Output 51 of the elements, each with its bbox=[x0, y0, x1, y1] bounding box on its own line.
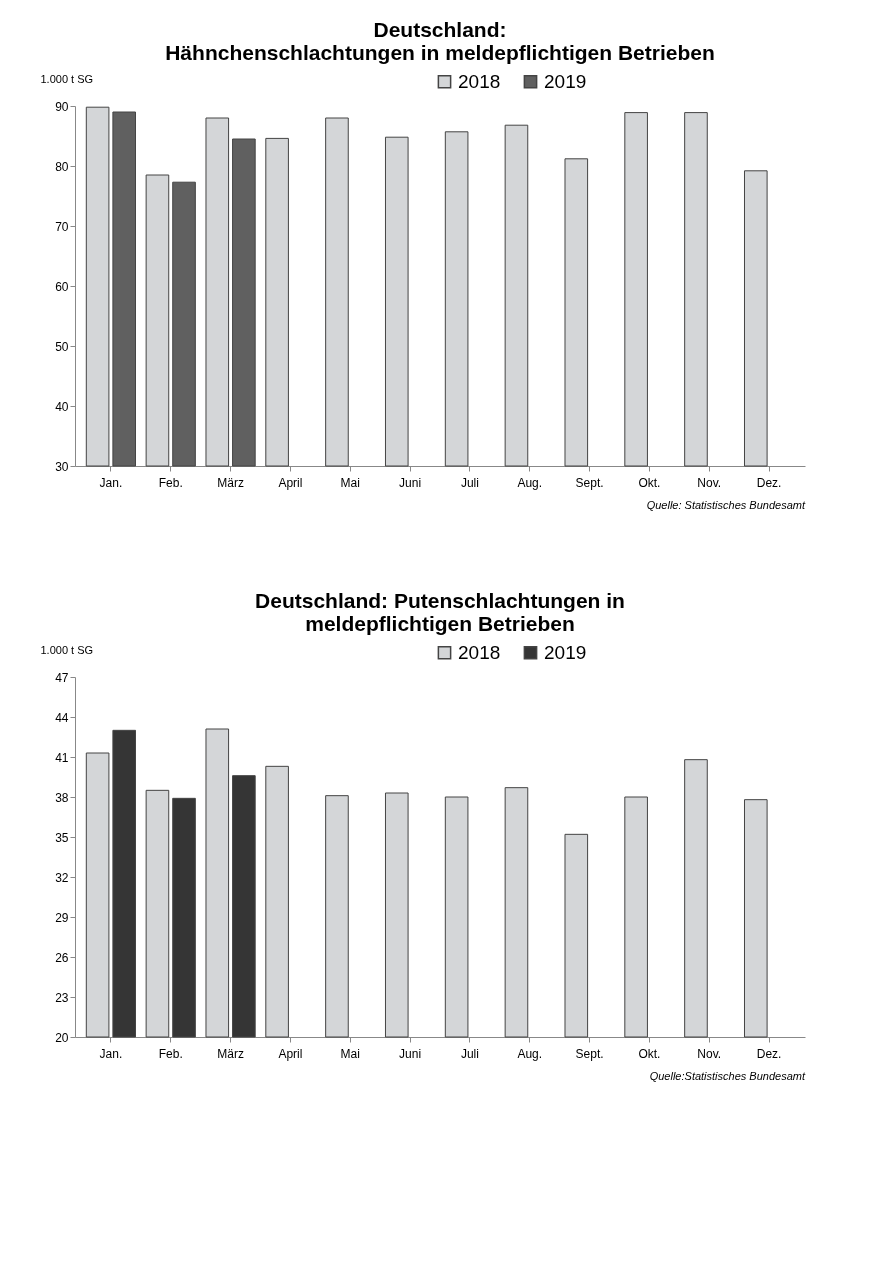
x-tick-label: Sept. bbox=[575, 475, 604, 490]
legend-label: 2019 bbox=[544, 641, 587, 663]
y-tick-label: 44 bbox=[55, 710, 69, 725]
y-tick-label: 60 bbox=[55, 279, 69, 294]
legend-label: 2018 bbox=[458, 70, 501, 92]
y-tick-label: 50 bbox=[55, 339, 69, 354]
x-tick-label: März bbox=[217, 1046, 244, 1061]
y-tick-label: 90 bbox=[55, 99, 69, 114]
y-tick-label: 35 bbox=[55, 830, 69, 845]
y-tick-label: 80 bbox=[55, 159, 69, 174]
y-tick-label: 26 bbox=[55, 950, 69, 965]
x-tick-label: Feb. bbox=[158, 1046, 183, 1061]
x-tick-label: März bbox=[217, 475, 244, 490]
x-tick-label: Jan. bbox=[99, 475, 123, 490]
source-note: Quelle:Statistisches Bundesamt bbox=[649, 1070, 806, 1082]
x-tick-label: Mai bbox=[340, 1046, 360, 1061]
x-tick-label: Juni bbox=[399, 1046, 422, 1061]
x-tick-label: Feb. bbox=[158, 475, 183, 490]
y-tick-label: 20 bbox=[55, 1030, 69, 1045]
y-tick-label: 70 bbox=[55, 219, 69, 234]
legend-label: 2018 bbox=[458, 641, 501, 663]
y-tick-label: 23 bbox=[55, 990, 69, 1005]
x-tick-label: Okt. bbox=[638, 1046, 661, 1061]
x-tick-label: Mai bbox=[340, 475, 360, 490]
x-tick-label: Juni bbox=[399, 475, 422, 490]
y-tick-label: 38 bbox=[55, 790, 69, 805]
x-tick-label: Juli bbox=[460, 1046, 479, 1061]
x-tick-label: Okt. bbox=[638, 475, 661, 490]
source-note: Quelle: Statistisches Bundesamt bbox=[646, 499, 806, 511]
x-tick-label: Aug. bbox=[517, 475, 543, 490]
y-axis-title: 1.000 t SG bbox=[40, 72, 94, 85]
x-tick-label: Nov. bbox=[697, 475, 722, 490]
y-axis-title: 1.000 t SG bbox=[40, 643, 94, 656]
x-tick-label: Jan. bbox=[99, 1046, 123, 1061]
y-tick-label: 32 bbox=[55, 870, 69, 885]
x-tick-label: Dez. bbox=[756, 1046, 782, 1061]
x-tick-label: Aug. bbox=[517, 1046, 543, 1061]
chart-title: Deutschland: Putenschlachtungen in meldepflichtigen Betrieben bbox=[255, 589, 625, 635]
y-tick-label: 47 bbox=[55, 670, 69, 685]
chart-title: Deutschland: Hähnchenschlachtungen in meldepflichtigen Betrieben bbox=[165, 18, 715, 64]
y-tick-label: 30 bbox=[55, 459, 69, 474]
x-tick-label: Juli bbox=[460, 475, 479, 490]
y-tick-label: 40 bbox=[55, 399, 69, 414]
x-tick-label: Sept. bbox=[575, 1046, 604, 1061]
x-tick-label: Nov. bbox=[697, 1046, 722, 1061]
x-tick-label: April bbox=[278, 475, 303, 490]
x-tick-label: Dez. bbox=[756, 475, 782, 490]
y-tick-label: 29 bbox=[55, 910, 69, 925]
legend-label: 2019 bbox=[544, 70, 587, 92]
x-tick-label: April bbox=[278, 1046, 303, 1061]
y-tick-label: 41 bbox=[55, 750, 69, 765]
